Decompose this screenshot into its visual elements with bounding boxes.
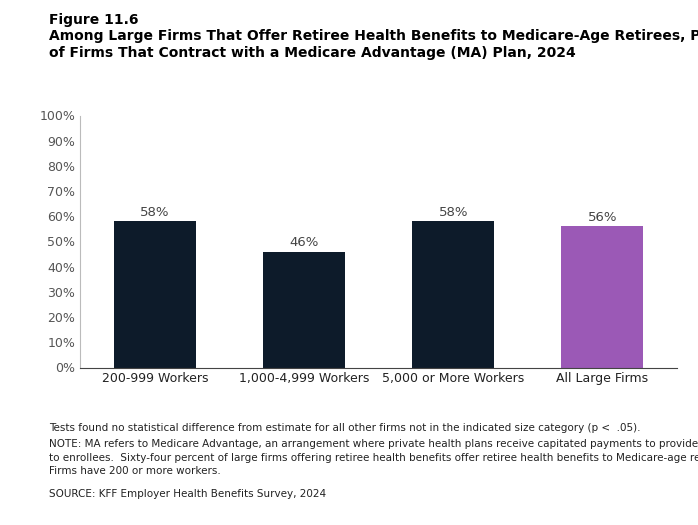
Text: 56%: 56% [588, 211, 617, 224]
Text: Among Large Firms That Offer Retiree Health Benefits to Medicare-Age Retirees, P: Among Large Firms That Offer Retiree Hea… [49, 29, 698, 43]
Bar [263, 251, 345, 368]
Bar [561, 226, 644, 368]
Text: 58%: 58% [140, 206, 170, 219]
Text: NOTE: MA refers to Medicare Advantage, an arrangement where private health plans: NOTE: MA refers to Medicare Advantage, a… [49, 439, 698, 476]
Text: 58%: 58% [438, 206, 468, 219]
Text: 46%: 46% [290, 236, 319, 249]
Text: Figure 11.6: Figure 11.6 [49, 13, 138, 27]
Text: of Firms That Contract with a Medicare Advantage (MA) Plan, 2024: of Firms That Contract with a Medicare A… [49, 46, 576, 60]
Bar [114, 222, 196, 368]
Text: Tests found no statistical difference from estimate for all other firms not in t: Tests found no statistical difference fr… [49, 423, 640, 433]
Bar [413, 222, 494, 368]
Text: SOURCE: KFF Employer Health Benefits Survey, 2024: SOURCE: KFF Employer Health Benefits Sur… [49, 489, 326, 499]
